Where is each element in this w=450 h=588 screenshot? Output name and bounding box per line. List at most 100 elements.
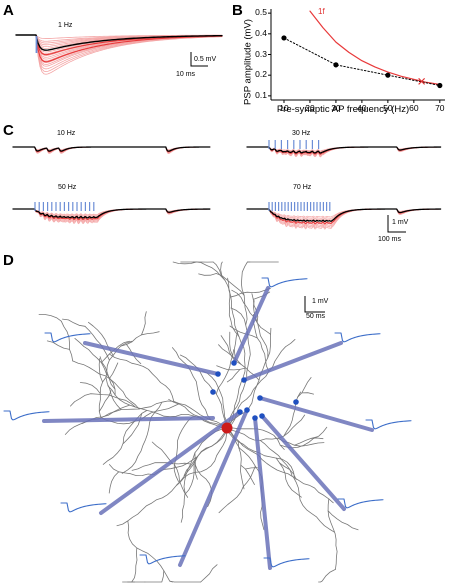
panel-a-red-trace [15,34,223,63]
panel-label-d: D [3,252,14,269]
panel-d-dendrite-branch [173,415,194,482]
panel-d-dendrite-branch [109,353,175,402]
panel-d-synapse-projection [253,416,272,570]
panel-d-synapse-projection [232,286,270,365]
panel-b-x-tick-label: 50 [383,103,393,113]
panel-d-dendrite-branch [294,436,318,446]
panel-d-dendrite-branch [46,340,70,350]
panel-d-dendrite-branch [229,287,271,298]
panel-b-x-tick-label: 10 [279,103,289,113]
panel-d-dendrite-branch [327,498,338,570]
panel-b-y-tick-label: 0.1 [255,89,267,100]
panel-d-soma [221,422,233,434]
panel-d-dendrite-branch [98,390,112,412]
panel-d-psp-trace [44,332,91,343]
panel-d-psp-trace [337,498,384,509]
panel-d-dendrite-branch [301,392,314,395]
panel-a-traces [15,34,223,75]
panel-d-dendrite-branch [60,320,74,362]
panel-d-synapse-node [259,413,265,419]
panel-d-synapse-projection [42,416,215,423]
panel-c-30hz-label: 30 Hz [292,130,311,137]
panel-c-70hz-label: 70 Hz [293,184,312,191]
panel-a-scale-time: 10 ms [176,71,196,78]
panel-d-dendrite-branch [169,580,202,583]
panel-d-dendrite-branch [241,261,251,326]
panel-d-dendrite-branch [62,318,86,327]
panel-b-x-tick-label: 30 [331,103,341,113]
panel-c-30hz-mean-trace [246,146,442,154]
panel-d-dendrite-branch [109,464,155,476]
panel-d-dendrite-branch [183,427,228,477]
panel-d-dendrite-branch [141,311,147,336]
panel-d-synapse-projection [258,396,374,432]
panel-b-data-point [437,82,443,89]
panel-d-dendrite-branch [237,441,245,490]
panel-b-x-tick-label: 70 [435,103,445,113]
panel-c-70hz-mean-trace [246,208,442,223]
panel-d-dendrite-branch [318,569,336,583]
panel-d-dendrite-branch [279,438,314,449]
panel-c-traces [12,140,442,233]
panel-d-dendrite-branch [312,426,328,439]
panel-d-dendrite-branch [218,465,256,514]
panel-d-dendrite-branch [184,460,195,495]
panel-b-data-point [281,35,287,41]
panel-c-scale-time: 100 ms [378,236,401,243]
panel-b-red-curve [309,10,441,86]
panel-b-x-marker [418,77,426,85]
panel-d-psp-trace [60,502,107,513]
panel-d-psp-trace [139,554,186,565]
panel-d-dendrite-branch [229,331,234,356]
panel-d-dendrite-branch [127,547,138,583]
panel-a-frequency-label: 1 Hz [58,22,73,29]
panel-label-a: A [3,2,14,19]
panel-d-dendrite-branch [120,331,160,347]
panel-d-synapse-node [244,407,250,413]
panel-b-y-tick-label: 0.3 [255,48,267,59]
panel-b-x-tick-label: 40 [357,103,367,113]
panel-d-dendrite-branch [74,338,116,396]
panel-d-synapse-node [210,389,216,395]
panel-b-data-point [385,72,391,78]
panel-b-y-tick-label: 0.2 [255,69,267,80]
panel-c-50hz-mean-trace [12,208,211,219]
panel-d-dendrite-branch [121,401,163,474]
panel-d-dendrite-branch [253,300,269,359]
panel-a-scale-bar [190,52,208,67]
panel-d-scale-voltage: 1 mV [312,298,329,305]
panel-b-x-tick-label: 20 [305,103,315,113]
panel-d-synapse-node [257,395,263,401]
panel-d-synapse-projection [178,408,249,567]
panel-d-dendrite-branch [64,404,131,435]
panel-d-dendrite-branch [226,327,272,429]
panel-b-x-tick-label: 60 [409,103,419,113]
panel-d-dendrite-branch [201,370,228,429]
panel-d-synapse-node [215,371,221,377]
panel-d-scale-time: 50 ms [306,313,326,320]
panel-d-dendrite-branch [252,314,270,372]
panel-label-c: C [3,122,14,139]
panel-d-dendrite-branch [107,385,228,429]
panel-c-10hz-mean-trace [12,146,211,152]
panel-d-dendrite-branch [251,293,259,323]
panel-d-dendrite-branch [215,273,245,296]
panel-d-dendrite-branch [216,365,247,371]
panel-d-dendrite-branch [226,277,246,429]
panel-d-dendrite-branch [327,510,359,531]
panel-a-mean-trace [15,34,223,51]
panel-d-neuron-morphology [3,261,412,583]
panel-b-black-dotted-line [283,37,441,86]
panel-d-dendrite-branch [226,307,251,429]
panel-b-chart [268,9,445,103]
panel-d-dendrite-branch [220,261,223,276]
panel-b-y-tick-label: 0.5 [255,7,267,18]
panel-d-dendrite-branch [108,471,120,494]
panel-d-dendrite-branch [275,457,302,498]
panel-d-dendrite-branch [173,464,189,498]
panel-d-psp-trace [334,332,381,343]
panel-c-scale-bar [387,215,406,233]
panel-b-red-series-label: 1f [318,7,325,16]
panel-d-dendrite-branch [116,427,228,527]
